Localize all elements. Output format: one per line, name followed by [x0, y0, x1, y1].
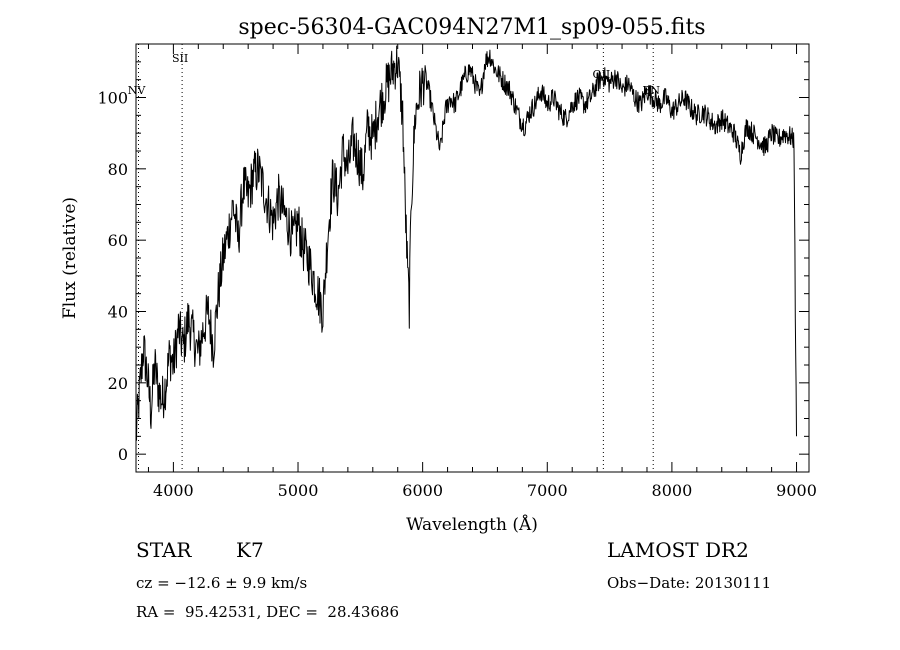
y-tick-label-5: 100 [97, 89, 128, 108]
x-tick-label-0: 4000 [153, 481, 194, 500]
x-tick-label-1: 5000 [278, 481, 319, 500]
y-tick-label-4: 80 [108, 160, 128, 179]
object-subclass: K7 [236, 538, 264, 562]
object-class: STAR [136, 538, 192, 562]
coordinates-text: RA = 95.42531, DEC = 28.43686 [136, 603, 400, 621]
x-tick-label-4: 8000 [652, 481, 693, 500]
y-tick-label-3: 60 [108, 231, 128, 250]
marker-label-0: NV [128, 84, 147, 97]
redshift-text: cz = −12.6 ± 9.9 km/s [136, 574, 308, 592]
marker-label-1: SII [172, 52, 188, 65]
x-tick-label-5: 9000 [776, 481, 817, 500]
obs-date: Obs−Date: 20130111 [607, 574, 772, 592]
x-axis-label: Wavelength (Å) [406, 514, 538, 535]
y-tick-label-1: 20 [108, 374, 128, 393]
marker-label-2: OII [593, 68, 611, 81]
x-tick-label-2: 6000 [402, 481, 443, 500]
spectrum-line-0 [136, 45, 797, 441]
y-tick-label-0: 0 [118, 445, 128, 464]
marker-label-3: BN [642, 84, 660, 97]
y-tick-label-2: 40 [108, 303, 128, 322]
chart-title: spec-56304-GAC094N27M1_sp09-055.fits [238, 15, 705, 40]
y-axis-label: Flux (relative) [60, 197, 80, 319]
survey-name: LAMOST DR2 [607, 538, 749, 562]
x-tick-label-3: 7000 [527, 481, 568, 500]
